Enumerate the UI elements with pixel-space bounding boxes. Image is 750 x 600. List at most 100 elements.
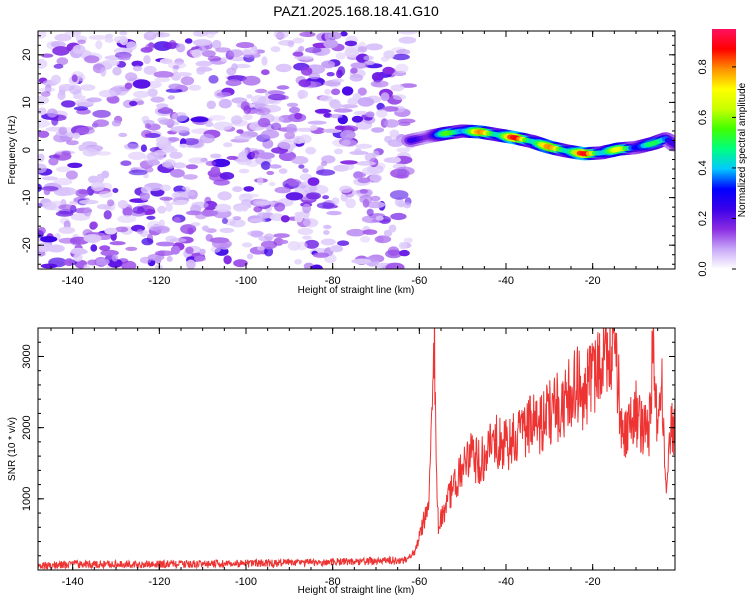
heatmap-noise-cell — [295, 127, 316, 132]
figure-title: PAZ1.2025.168.18.41.G10 — [273, 3, 439, 19]
heatmap-noise-cell — [275, 63, 292, 73]
heatmap-noise-cell — [357, 97, 375, 107]
heatmap-noise-cell — [366, 201, 386, 209]
heatmap-noise-cell — [80, 84, 96, 91]
heatmap-noise-cell — [173, 216, 181, 223]
heatmap-noise-cell — [94, 151, 112, 156]
heatmap-noise-cell — [207, 55, 222, 62]
heatmap-noise-cell — [403, 237, 413, 244]
heatmap-noise-cell — [302, 218, 319, 228]
heatmap-noise-cell — [75, 126, 95, 135]
heatmap-noise-cell — [280, 215, 290, 223]
heatmap-noise-cell — [374, 235, 392, 244]
heatmap-noise-cell — [50, 41, 66, 48]
heatmap-noise-cell — [61, 150, 71, 156]
heatmap-noise-cell — [289, 106, 300, 114]
heatmap-noise-cell — [323, 224, 332, 230]
heatmap-noise-cell — [92, 109, 111, 118]
snr-y-ticks: 1000 2000 3000 — [21, 327, 675, 571]
heatmap-noise-cell — [382, 66, 395, 75]
heatmap-noise-cell — [146, 215, 156, 220]
heatmap-noise-cell — [185, 210, 202, 216]
heatmap-noise-cell — [191, 201, 209, 209]
heatmap-noise-cell — [70, 248, 88, 255]
heatmap-noise-cell — [212, 39, 222, 50]
heatmap-noise-cell — [205, 31, 216, 39]
heatmap-noise-cell — [192, 39, 212, 46]
heatmap-noise-cell — [328, 31, 342, 40]
heatmap-noise-cell — [83, 264, 91, 269]
heatmap-noise-cell — [205, 121, 214, 128]
heatmap-noise-cell — [38, 226, 46, 235]
heatmap-noise-cell — [124, 82, 133, 90]
heatmap-noise-cell — [73, 106, 89, 111]
heatmap-noise-cell — [258, 152, 275, 160]
heatmap-noise-cell — [388, 224, 397, 233]
heatmap-noise-cell — [236, 129, 244, 134]
heatmap-noise-cell — [387, 139, 404, 147]
heatmap-noise-cell — [99, 245, 111, 251]
heatmap-noise-cell — [267, 90, 285, 95]
heatmap-noise-cell — [53, 63, 64, 69]
heatmap-noise-cell — [334, 125, 345, 130]
heatmap-noise-cell — [350, 62, 368, 69]
heatmap-noise-cell — [298, 164, 305, 169]
heatmap-noise-cell — [82, 148, 98, 157]
heatmap-noise-cell — [331, 88, 341, 96]
snr-series-line — [38, 328, 675, 570]
heatmap-noise-cell — [173, 65, 180, 70]
heatmap-noise-cell — [302, 235, 312, 240]
heatmap-noise-cell — [310, 264, 323, 269]
heatmap-noise-cell — [186, 259, 196, 269]
heatmap-noise-cell — [191, 222, 201, 227]
x-tick-label: -40 — [498, 275, 514, 287]
heatmap-noise-cell — [269, 164, 282, 169]
heatmap-noise-cell — [159, 58, 173, 64]
heatmap-noise-cell — [117, 215, 137, 223]
heatmap-noise-cell — [215, 203, 232, 213]
heatmap-noise-cell — [77, 39, 86, 45]
heatmap-noise-cell — [58, 226, 76, 234]
heatmap-noise-cell — [112, 66, 122, 76]
heatmap-noise-cell — [167, 145, 175, 151]
heatmap-signal-cell — [670, 142, 675, 148]
x-tick-label: -140 — [62, 275, 84, 287]
x-tick-label: -100 — [235, 275, 257, 287]
heatmap-noise-cell — [302, 168, 309, 173]
heatmap-noise-cell — [261, 69, 270, 76]
heatmap-noise-cell — [250, 150, 260, 159]
heatmap-noise-cell — [365, 111, 375, 118]
heatmap-noise-cell — [264, 246, 274, 257]
heatmap-noise-cell — [140, 47, 153, 53]
heatmap-noise-cell — [122, 206, 133, 217]
heatmap-noise-cell — [219, 227, 235, 233]
heatmap-noise-cell — [241, 149, 249, 157]
heatmap-noise-cell — [256, 245, 265, 251]
heatmap-noise-cell — [57, 91, 66, 101]
heatmap-noise-cell — [175, 43, 186, 53]
heatmap-noise-cell — [396, 147, 411, 153]
heatmap-noise-cell — [175, 72, 192, 77]
heatmap-noise-cell — [339, 185, 353, 193]
heatmap-noise-cell — [78, 144, 85, 151]
snr-panel: -140 -120 -100 -80 -60 -40 -20 1000 2000 3000 He… — [7, 327, 676, 596]
heatmap-noise-cell — [131, 60, 144, 67]
heatmap-noise-cell — [266, 170, 275, 176]
heatmap-noise-cell — [398, 241, 408, 250]
heatmap-noise-cell — [298, 79, 312, 88]
heatmap-noise-cell — [322, 128, 342, 133]
heatmap-noise-cell — [304, 239, 320, 249]
heatmap-noise-cell — [329, 245, 344, 253]
heatmap-noise-cell — [273, 237, 284, 246]
heatmap-noise-cell — [254, 88, 268, 94]
heatmap-noise-cell — [171, 112, 188, 122]
heatmap-noise-cell — [373, 175, 381, 183]
heatmap-noise-cell — [109, 241, 126, 246]
heatmap-noise-cell — [201, 209, 218, 217]
heatmap-noise-cell — [147, 88, 158, 98]
heatmap-noise-cell — [126, 41, 137, 51]
heatmap-noise-cell — [242, 114, 253, 121]
heatmap-noise-cell — [219, 172, 235, 180]
heatmap-noise-cell — [375, 215, 384, 221]
heatmap-noise-cell — [284, 131, 296, 140]
